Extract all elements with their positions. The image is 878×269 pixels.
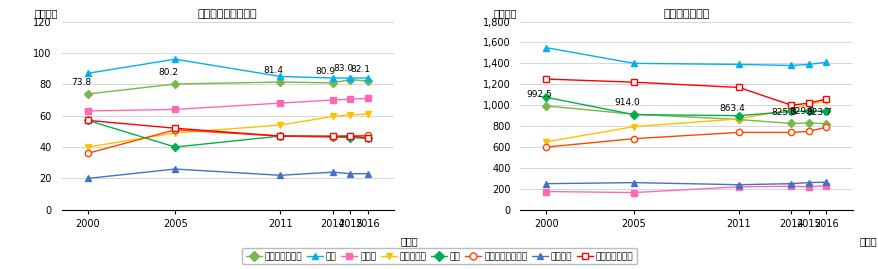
Text: 80.2: 80.2 <box>158 68 178 77</box>
Text: （兆円）: （兆円） <box>35 8 58 18</box>
Text: 73.8: 73.8 <box>71 78 90 87</box>
Text: 863.4: 863.4 <box>718 104 744 112</box>
Text: 914.0: 914.0 <box>614 98 639 107</box>
Text: 829.9: 829.9 <box>788 107 814 116</box>
Title: 「雇用誤発数」: 「雇用誤発数」 <box>663 9 709 19</box>
Text: 81.4: 81.4 <box>263 66 283 75</box>
Legend: 情報通信産業計, 商業, 不動産, 医療・福祉, 建設, 対事業所サービス, 輸送機械, 対個人サービス: 情報通信産業計, 商業, 不動産, 医療・福祉, 建設, 対事業所サービス, 輸… <box>241 248 637 264</box>
Text: 823.7: 823.7 <box>806 108 831 117</box>
Text: （万人）: （万人） <box>493 8 516 18</box>
Text: 83.0: 83.0 <box>333 64 353 73</box>
Text: 82.1: 82.1 <box>350 65 371 74</box>
Text: 825.3: 825.3 <box>771 108 796 116</box>
Title: 「付加価値誤発額」: 「付加価値誤発額」 <box>198 9 257 19</box>
Text: 992.5: 992.5 <box>526 90 551 99</box>
Text: （年）: （年） <box>400 236 418 246</box>
Text: 80.9: 80.9 <box>315 67 335 76</box>
Text: （年）: （年） <box>859 236 876 246</box>
